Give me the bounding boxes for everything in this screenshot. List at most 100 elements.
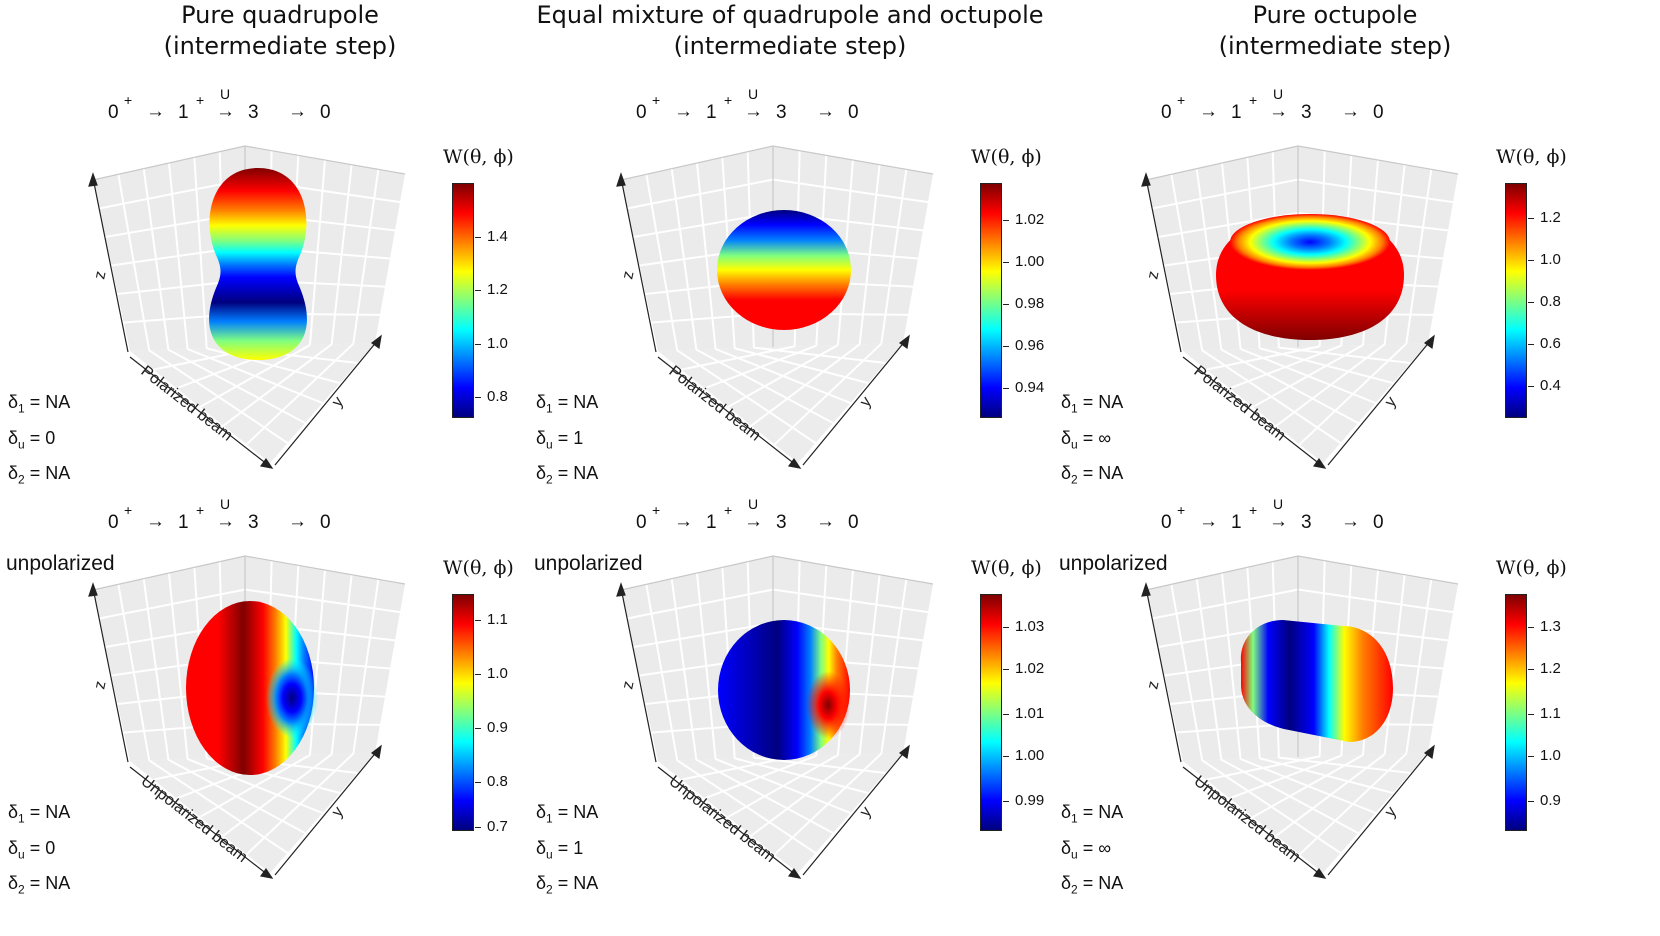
axis-label-z: z [619,269,637,280]
delta-value: NA [45,463,71,484]
decay-s1: 1 [1231,102,1242,123]
arrow-glyph: → [1269,101,1288,122]
axis-label-z: z [619,679,637,690]
axis-label-z: z [91,269,109,280]
decay-s3: 0 [848,512,859,533]
decay-p0: + [1177,92,1186,108]
axis-label-y: y [857,394,875,411]
decay-p1: + [196,92,205,108]
delta-value: NA [45,873,71,894]
title-pure-octupole: Pure octupole (intermediate step) [1218,1,1452,60]
colorbar-tick-label: 1.0 [1528,250,1561,268]
mixing-ratios: δ1 = NA δu = 1 δ2 = NA [536,798,598,905]
decay-p0: + [124,92,133,108]
beam-state-label: unpolarized [6,552,115,575]
decay-s0: 0 [108,102,119,123]
delta-du: δu = 0 [8,427,56,452]
colorbar [980,183,1002,418]
arrow-glyph: → [288,101,307,122]
decay-p0: + [652,92,661,108]
panel-mixture-polarized: 0 + → 1 + → U 3 → 0 z y Polarized beam W(θ, ϕ) 1.02 1.0… [528,70,1081,500]
mixing-ratios: δ1 = NA δu = 1 δ2 = NA [536,388,598,495]
delta-value: NA [1098,392,1124,412]
arrow-glyph: → [674,101,693,122]
arrow-glyph: → [146,101,165,122]
delta-d2: δ2 = NA [8,873,71,897]
angular-distribution-surface [1240,620,1393,742]
colorbar-tick-label: 0.9 [475,718,508,736]
title-pure-quadrupole: Pure quadrupole (intermediate step) [163,1,397,60]
arrow-glyph: → [674,511,693,532]
decay-s2: 3 [776,102,787,123]
colorbar-title: W(θ, ϕ) [971,557,1042,579]
arrow-glyph: → [216,101,235,122]
colorbar [452,594,474,831]
colorbar-tick-label: 0.96 [1002,337,1045,355]
colorbar-tick-label: 1.1 [1528,704,1561,722]
colorbar-tick-label: 1.1 [475,610,508,628]
colorbar-title: W(θ, ϕ) [443,146,514,168]
axis-arrows [616,582,910,879]
decay-p1: + [196,502,205,518]
colorbar-tick-label: 0.4 [1528,376,1561,394]
arrow-glyph: → [816,101,835,122]
panel-mixture-unpolarized: 0 + → 1 + → U 3 → 0 z y Unpolarized beam W(θ, ϕ) 1.03 1… [528,480,1081,910]
decay-p1: + [724,92,733,108]
delta-du: δu = ∞ [1061,427,1112,452]
delta-value: 1 [573,837,584,858]
colorbar-tick-label: 1.2 [1528,208,1561,226]
decay-s1: 1 [1231,512,1242,533]
delta-d2: δ2 = NA [536,463,599,487]
delta-d1: δ1 = NA [1061,802,1124,826]
delta-value: NA [45,392,71,412]
colorbar-tick-label: 1.3 [1528,617,1561,635]
colorbar-tick-label: 1.02 [1002,211,1045,229]
delta-d1: δ1 = NA [536,392,599,416]
decay-s2: 3 [248,512,259,533]
arrow-glyph: → [744,511,763,532]
decay-s0: 0 [1161,102,1172,123]
axis-arrows [616,172,910,469]
angular-distribution-surface [717,210,851,330]
delta-value: NA [573,392,599,412]
decay-s3: 0 [320,102,331,123]
colorbar [452,183,474,418]
angular-distribution-surface [1216,214,1404,340]
mixing-ratios: δ1 = NA δu = ∞ δ2 = NA [1061,388,1123,495]
decay-s1: 1 [706,512,717,533]
colorbar-tick-label: 1.4 [475,227,508,245]
arrow-glyph: → [288,511,307,532]
decay-u: U [748,86,759,102]
colorbar-title: W(θ, ϕ) [1496,557,1567,579]
axis-label-y: y [329,804,347,821]
angular-distribution-surface [718,620,850,760]
angular-distribution-surface [209,168,307,360]
delta-value: 0 [45,427,56,448]
decay-p0: + [652,502,661,518]
delta-value: NA [1098,802,1124,822]
colorbar-tick-label: 0.8 [1528,292,1561,310]
colorbar-tick-label: 1.2 [475,281,508,299]
panel-octupole-unpolarized: 0 + → 1 + → U 3 → 0 z y Unpolarized beam W(θ, ϕ) 1.3 1.… [1053,480,1606,910]
delta-value: 0 [45,837,56,858]
colorbar-tick-label: 0.7 [475,817,508,835]
decay-s1: 1 [706,102,717,123]
colorbar [1505,183,1527,418]
decay-u: U [1273,496,1284,512]
mixing-ratios: δ1 = NA δu = 0 δ2 = NA [8,798,70,905]
axis-label-y: y [1382,804,1400,821]
colorbar-tick-label: 0.99 [1002,791,1045,809]
arrow-glyph: → [1269,511,1288,532]
decay-s3: 0 [848,102,859,123]
colorbar-tick-label: 1.00 [1002,747,1045,765]
delta-d1: δ1 = NA [8,392,71,416]
decay-s3: 0 [320,512,331,533]
decay-u: U [1273,86,1284,102]
beam-state-label: unpolarized [1059,552,1168,575]
colorbar-title: W(θ, ϕ) [971,146,1042,168]
colorbar-tick-label: 0.9 [1528,791,1561,809]
